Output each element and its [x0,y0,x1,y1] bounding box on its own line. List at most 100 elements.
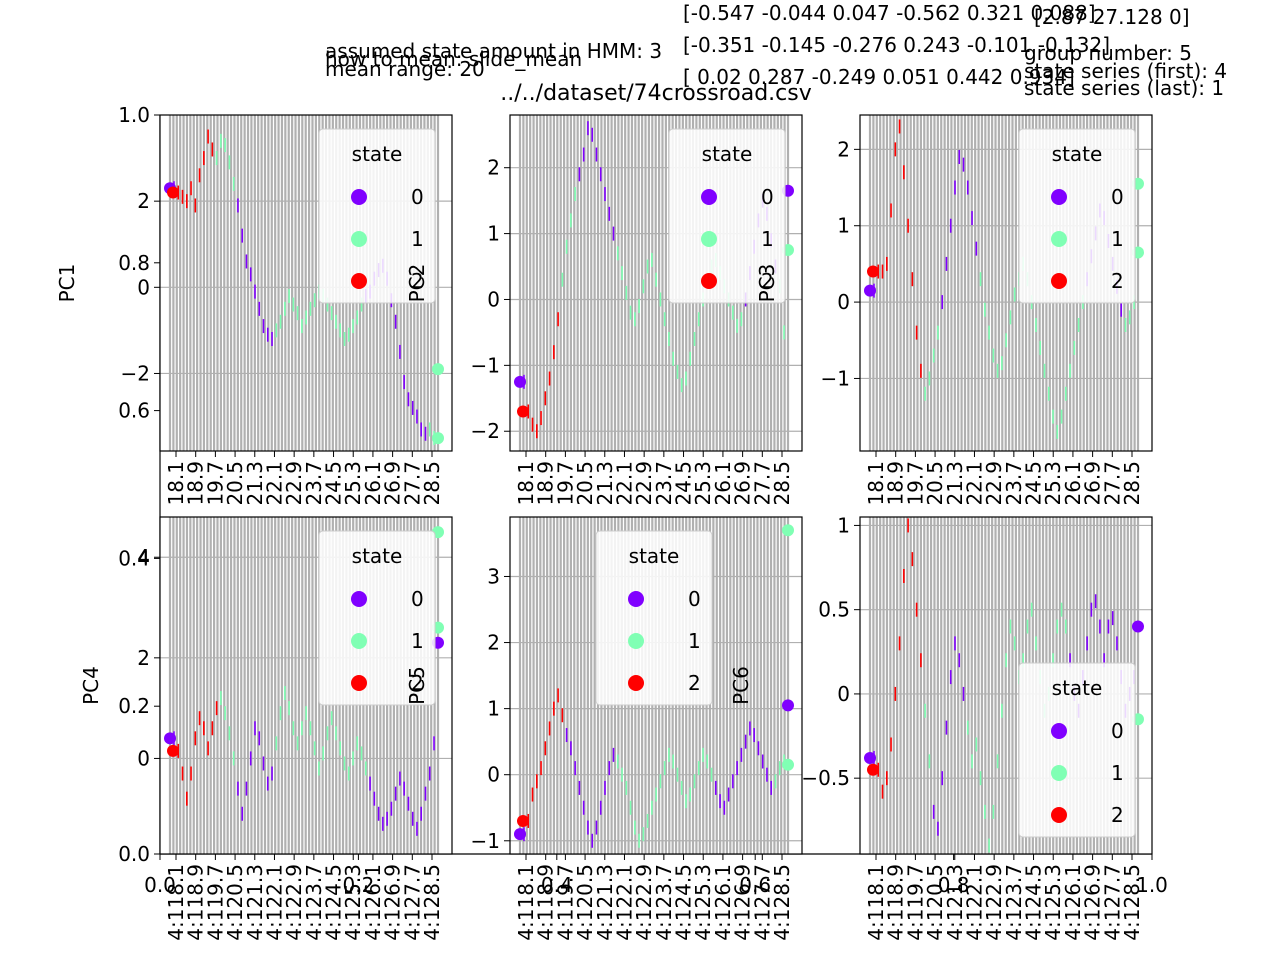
x-tick-label: 4:122.9 [982,864,1006,941]
data-marker-start [517,814,529,827]
x-tick-label: 24.5 [322,461,346,506]
x-tick-label: 25.3 [691,461,715,506]
x-tick-label: 4:123.7 [302,864,326,941]
subplot-pc3: −1012PC318.118.919.720.521.322.122.923.7… [755,114,1153,506]
x-tick-label: 20.5 [573,461,597,506]
data-marker-start [514,375,526,388]
x-tick-label: 4:118.9 [534,864,558,941]
legend-title: state [352,544,403,568]
legend-marker-0 [351,189,367,205]
x-tick-label: 22.1 [962,461,986,506]
legend-label-1: 1 [688,629,701,653]
legend-box [595,530,713,706]
data-marker-start [167,186,179,199]
x-tick-label: 4:126.1 [361,864,385,941]
plot-frame [509,516,803,855]
overlay-right-3: state series (first): 4 [1024,59,1227,83]
x-tick-label: 18.9 [184,461,208,506]
x-tick-label: 27.7 [1100,461,1124,506]
bg-y-tick-label: 0.4 [118,546,150,570]
x-tick-label: 22.9 [282,461,306,506]
data-marker-end [782,524,794,537]
bg-x-tick-label: 1.0 [1136,873,1168,897]
x-tick-label: 21.3 [243,461,267,506]
legend-marker-2 [1051,807,1067,823]
x-tick-label: 28.5 [770,461,794,506]
data-marker-start [864,284,876,297]
x-tick-label: 4:118.9 [184,864,208,941]
legend-title: state [702,142,753,166]
legend-label-1: 1 [1111,227,1124,251]
x-tick-label: 28.5 [1120,461,1144,506]
subplot-pc6: −0.5 0 0.5 1 PC6 4:118.14:118.94:119.74:120.5… [729,513,1153,941]
y-tick-label: −2 [471,419,500,443]
x-tick-label: 20.5 [923,461,947,506]
overlay-right-4: state series (last): 1 [1024,76,1224,100]
legend-label-0: 0 [761,185,774,209]
matrix-row-3: [ 0.02 0.287 -0.249 0.051 0.442 0.934] [683,65,1075,89]
x-tick-label: 25.3 [1041,461,1065,506]
x-tick-label: 18.9 [884,461,908,506]
bg-x-tick-label: 0.8 [938,873,970,897]
data-marker-start [167,744,179,757]
legend-marker-2 [351,273,367,289]
overlay-text: ../../dataset/74crossroad.csv assumed st… [325,1,1227,106]
legend-title: state [1052,676,1103,700]
x-tick-label: 26.9 [731,461,755,506]
data-marker-end [1132,620,1144,633]
legend-marker-2 [628,675,644,691]
x-tick-label: 4:127.7 [400,864,424,941]
x-tick-label: 4:122.1 [612,864,636,941]
y-tick-label: 2 [487,156,500,180]
x-tick-label: 4:125.3 [341,864,365,941]
y-tick-label: 2 [487,631,500,655]
legend-marker-0 [1051,723,1067,739]
x-tick-label: 24.5 [672,461,696,506]
y-tick-label: −1 [471,353,500,377]
x-tick-label: 27.7 [750,461,774,506]
x-tick-label: 26.9 [381,461,405,506]
legend-title: state [352,142,403,166]
legend-box [318,530,436,706]
legend-label-1: 1 [411,629,424,653]
data-marker-end [432,432,444,445]
x-tick-label: 20.5 [223,461,247,506]
x-tick-label: 4:125.3 [1041,864,1065,941]
x-tick-label: 18.1 [864,461,888,506]
legend-marker-1 [1051,765,1067,781]
x-tick-label: 4:127.7 [750,864,774,941]
x-tick-label: 22.9 [632,461,656,506]
legend-marker-1 [351,231,367,247]
legend-box [668,128,786,304]
y-tick-label: 0 [137,275,150,299]
plot-frame [159,114,453,452]
x-tick-label: 4:128.5 [420,864,444,941]
x-tick-label: 18.1 [164,461,188,506]
x-tick-label: 19.7 [903,461,927,506]
legend-marker-0 [351,591,367,607]
x-tick-label: 4:121.3 [243,864,267,941]
legend-label-1: 1 [411,227,424,251]
x-tick-label: 4:122.1 [962,864,986,941]
y-tick-label: −2 [121,361,150,385]
subplot-pc4: 0 2 4 PC4 4:118.14:118.94:119.74:120.54:121.… [79,516,453,941]
x-tick-label: 4:122.9 [282,864,306,941]
bg-y-tick-label: 0.2 [118,694,150,718]
bg-x-tick-label: 0.4 [541,873,573,897]
y-tick-label: 4 [137,545,150,569]
y-tick-label: 2 [137,646,150,670]
y-axis-label: PC5 [405,666,429,705]
x-tick-label: 26.1 [1061,461,1085,506]
legend: state 0 1 2 [318,530,436,706]
x-tick-label: 4:121.3 [593,864,617,941]
legend-title: state [1052,142,1103,166]
x-tick-label: 4:128.5 [1120,864,1144,941]
legend-label-2: 2 [761,269,774,293]
subplot-pc1: −202PC118.118.919.720.521.322.122.923.72… [55,114,453,506]
legend-label-1: 1 [761,227,774,251]
x-tick-label: 4:124.5 [1022,864,1046,941]
legend: state 0 1 2 [595,530,713,706]
matrix-row-1: [-0.547 -0.044 0.047 -0.562 0.321 0.088] [683,1,1096,25]
x-tick-label: 4:127.7 [1100,864,1124,941]
legend-marker-0 [1051,189,1067,205]
